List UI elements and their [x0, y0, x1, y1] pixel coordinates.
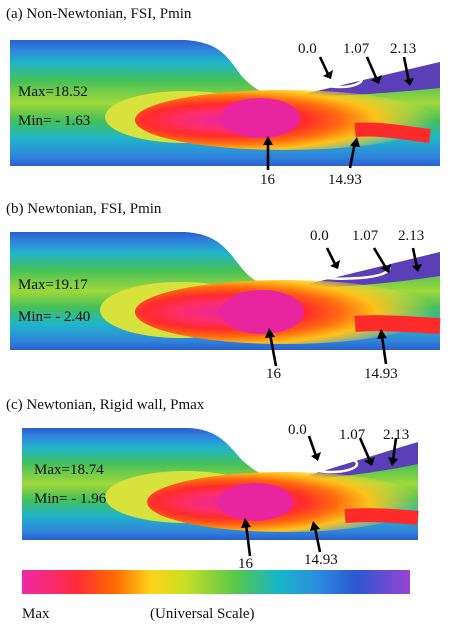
panel-a-min-label: Min= - 1.63: [18, 113, 91, 129]
panel-c-label-16: 16: [238, 556, 253, 572]
panel-a-label-2-13: 2.13: [390, 41, 417, 57]
universal-color-scale-bar: [22, 570, 410, 594]
panel-c-title: (c) Newtonian, Rigid wall, Pmax: [6, 397, 205, 413]
panel-a-title: (a) Non-Newtonian, FSI, Pmin: [6, 6, 192, 22]
panel-b-label-16: 16: [266, 366, 281, 382]
panel-c-label-2-13: 2.13: [383, 427, 410, 443]
panel-a-label-1-07: 1.07: [343, 41, 370, 57]
scale-caption: (Universal Scale): [150, 606, 255, 622]
panel-a-label-0: 0.0: [298, 41, 317, 57]
panel-b-title: (b) Newtonian, FSI, Pmin: [6, 201, 162, 217]
panel-a-label-16: 16: [260, 172, 275, 188]
panel-a-label-14-93: 14.93: [328, 172, 362, 188]
panel-b-max-label: Max=19.17: [18, 277, 88, 293]
panel-b-label-0: 0.0: [310, 228, 329, 244]
panel-c-label-14-93: 14.93: [304, 552, 338, 568]
panel-c-label-0: 0.0: [288, 422, 307, 438]
panel-b-min-label: Min= - 2.40: [18, 309, 91, 325]
panel-c-label-1-07: 1.07: [339, 427, 366, 443]
panel-b-label-2-13: 2.13: [398, 228, 425, 244]
panel-c-max-label: Max=18.74: [34, 462, 104, 478]
scale-max-label: Max: [22, 606, 50, 622]
panel-c-min-label: Min= - 1.96: [34, 491, 107, 507]
panel-b-label-14-93: 14.93: [364, 366, 398, 382]
panel-b-label-1-07: 1.07: [352, 228, 379, 244]
panel-a-max-label: Max=18.52: [18, 84, 88, 100]
